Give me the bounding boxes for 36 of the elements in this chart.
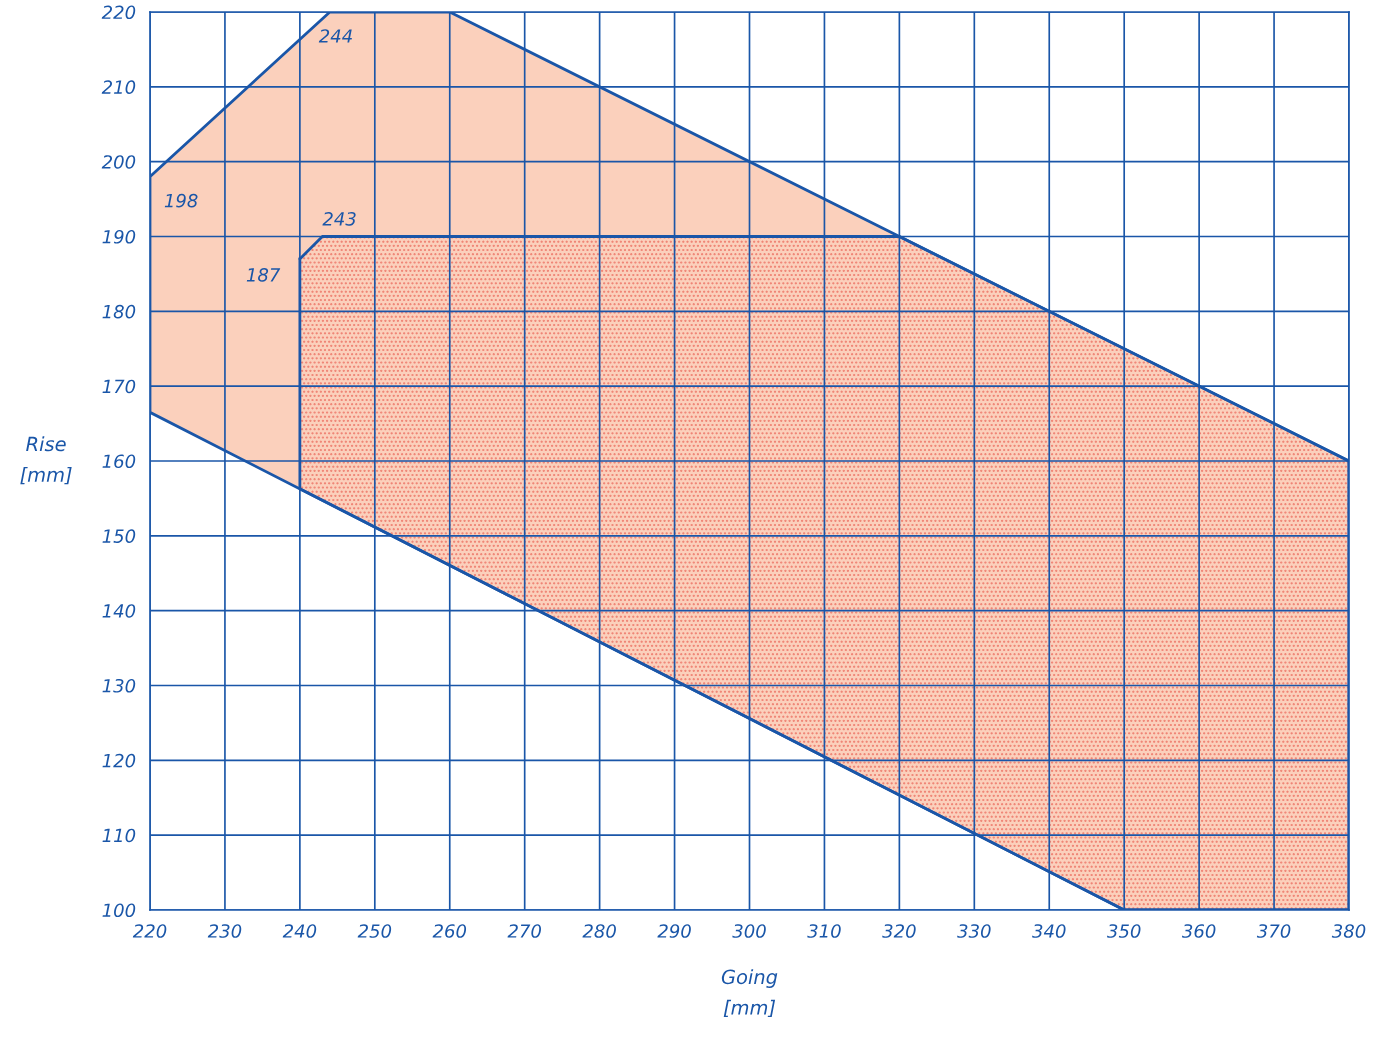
x-tick-label: 240 [282, 924, 317, 938]
x-tick-label: 300 [732, 924, 766, 938]
x-tick-label: 250 [357, 924, 392, 938]
x-tick-label: 260 [432, 924, 467, 938]
y-axis-title: Rise [mm] [20, 436, 72, 485]
x-tick-label: 340 [1032, 924, 1066, 938]
annotation: 243 [322, 211, 356, 226]
y-tick-label: 180 [102, 304, 136, 319]
annotation: 187 [246, 268, 281, 282]
y-tick-label: 100 [102, 903, 136, 918]
x-tick-label: 310 [807, 924, 841, 938]
x-tick-label: 270 [507, 924, 542, 938]
x-tick-label: 320 [882, 924, 916, 938]
y-tick-label: 210 [101, 80, 136, 94]
y-tick-label: 220 [101, 5, 136, 20]
x-axis-title: Going [mm] [721, 969, 778, 1018]
y-tick-label: 200 [101, 155, 136, 169]
x-tick-label: 230 [207, 924, 242, 938]
x-tick-label: 280 [582, 924, 616, 938]
x-tick-label: 330 [957, 924, 991, 938]
y-tick-label: 190 [102, 229, 136, 244]
y-tick-label: 130 [102, 678, 136, 693]
x-tick-label: 370 [1256, 924, 1291, 938]
y-tick-label: 150 [102, 529, 136, 543]
x-tick-label: 220 [132, 924, 167, 938]
annotation: 244 [318, 29, 352, 43]
x-tick-label: 380 [1331, 924, 1366, 938]
x-tick-label: 360 [1181, 924, 1216, 938]
annotation: 198 [164, 193, 198, 208]
y-tick-label: 170 [102, 379, 136, 394]
y-tick-label: 110 [102, 828, 136, 843]
y-tick-label: 160 [102, 454, 136, 469]
x-tick-label: 350 [1106, 924, 1141, 938]
y-tick-label: 140 [102, 604, 136, 618]
x-tick-label: 290 [657, 924, 691, 938]
y-tick-label: 120 [102, 753, 136, 768]
